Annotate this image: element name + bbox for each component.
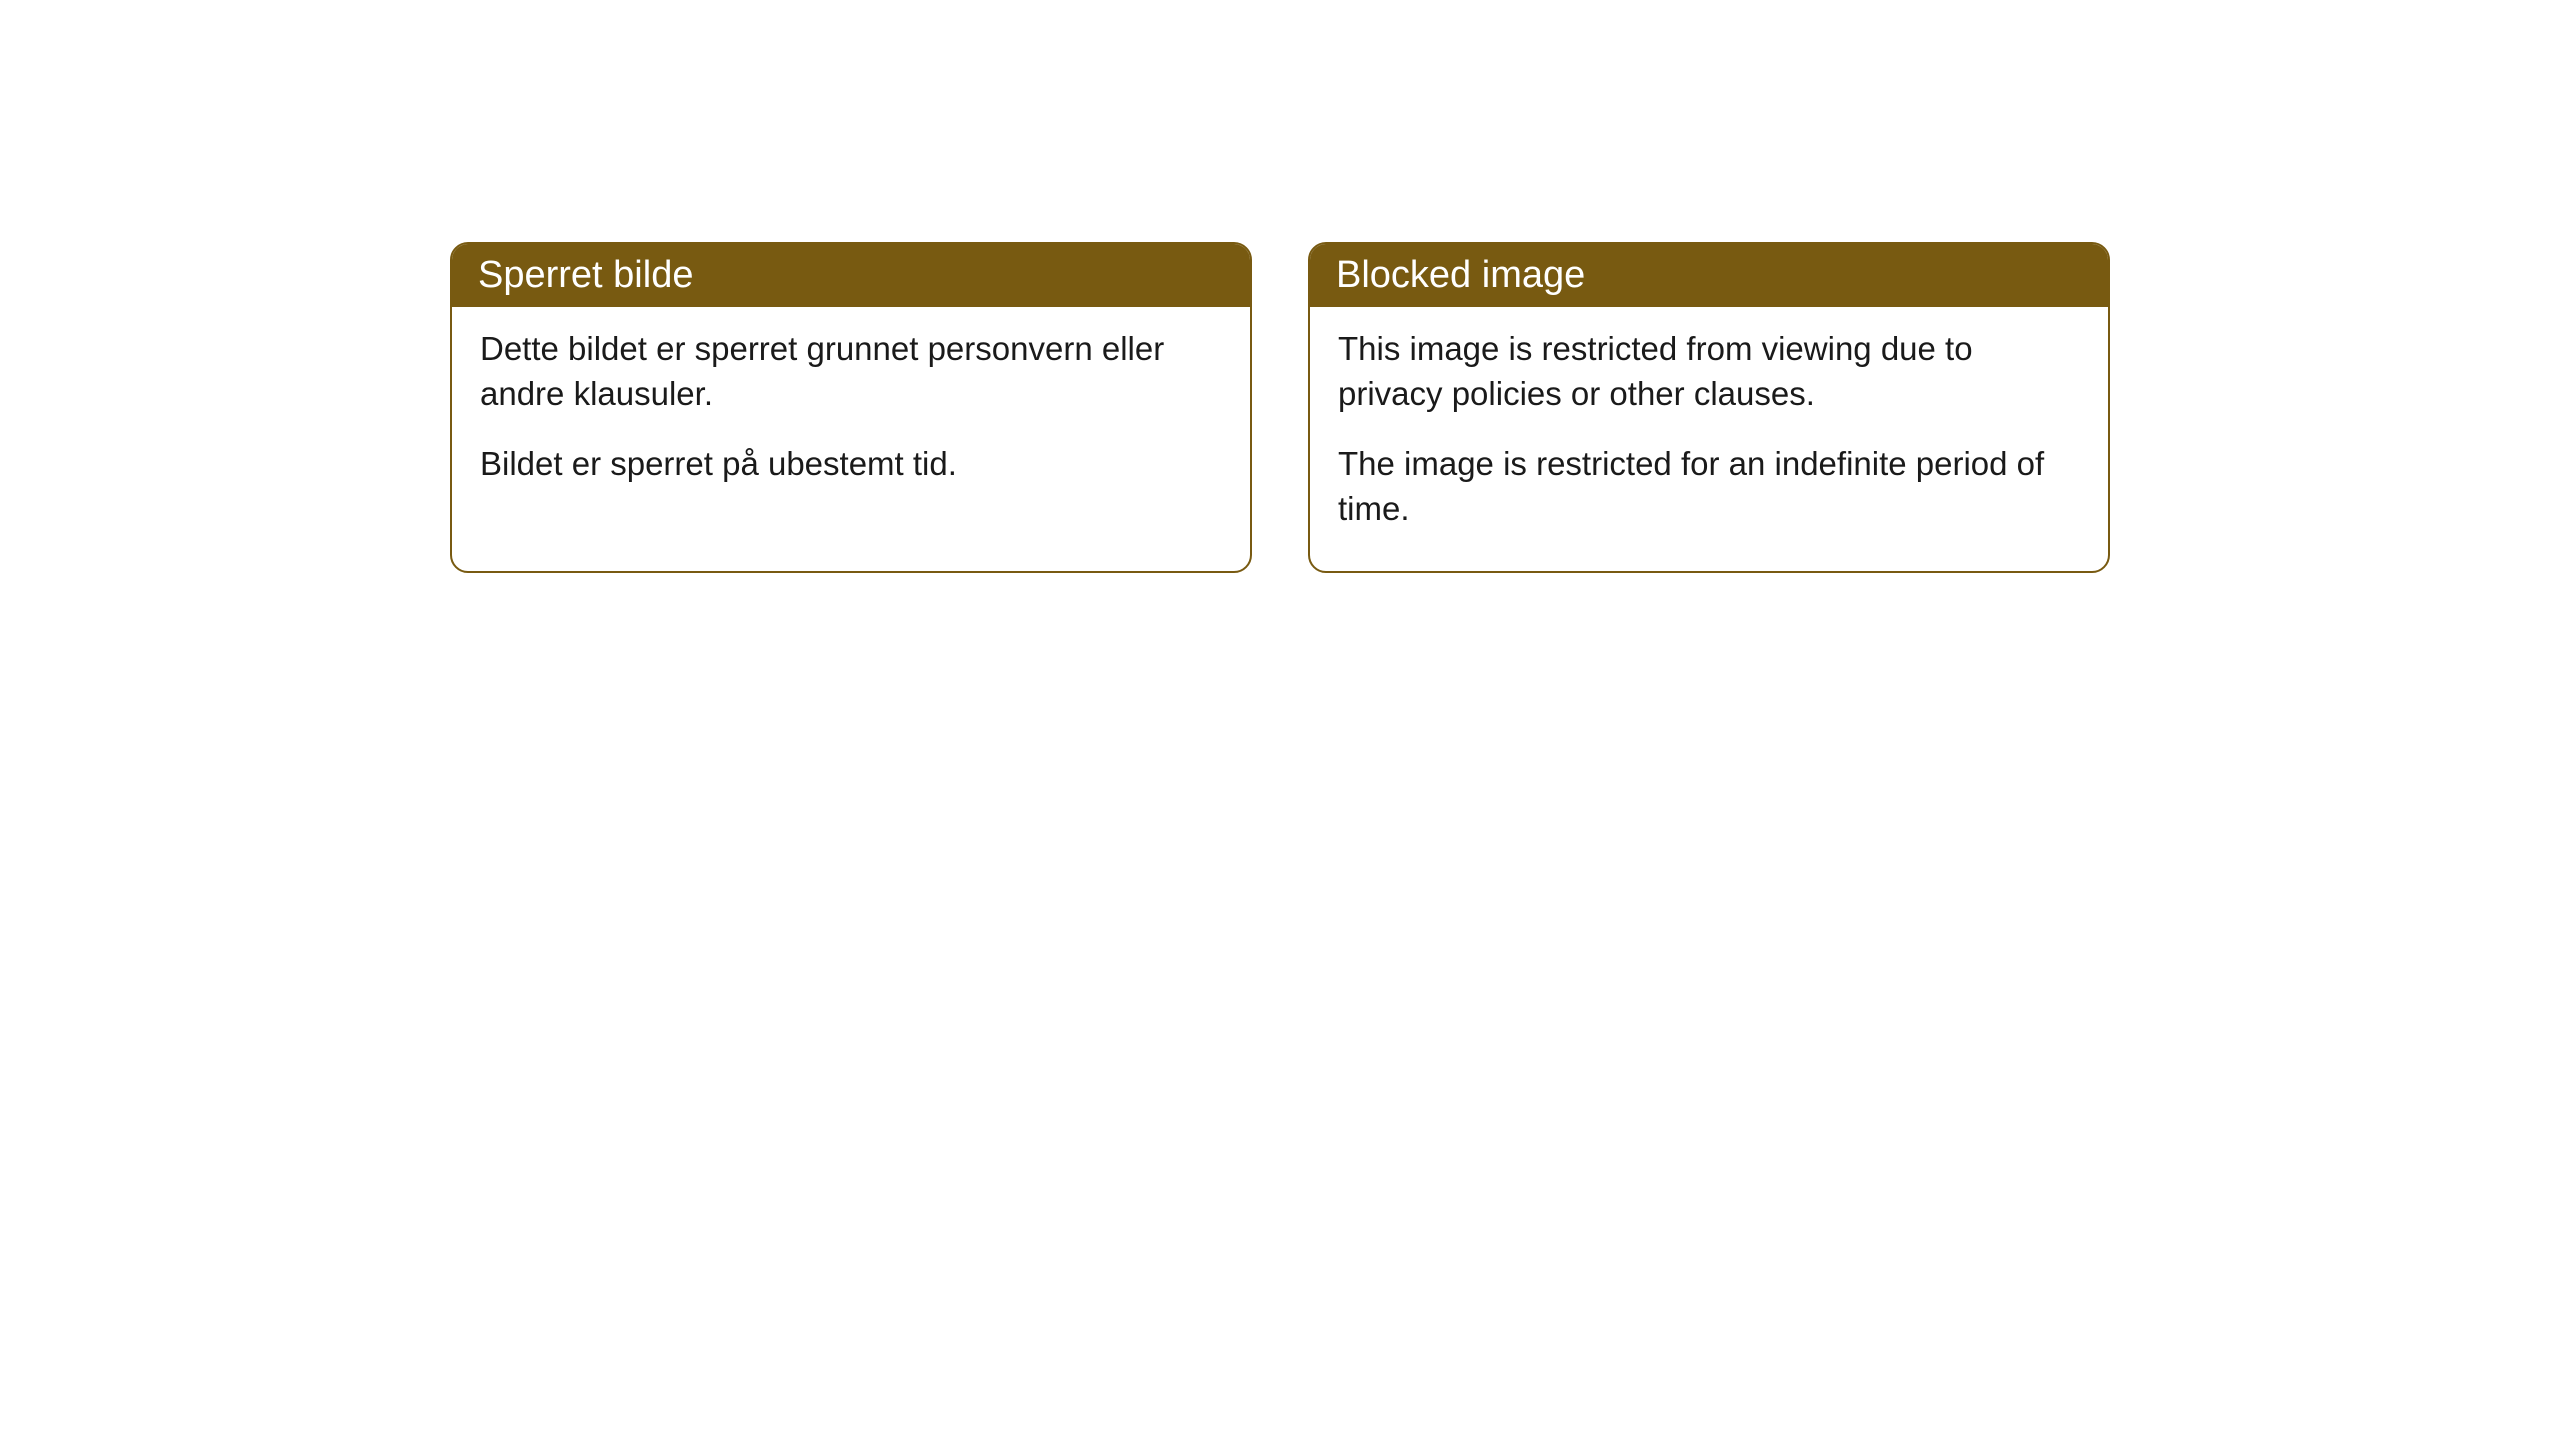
card-body-en: This image is restricted from viewing du… xyxy=(1310,307,2108,571)
notice-container: Sperret bilde Dette bildet er sperret gr… xyxy=(450,242,2110,573)
card-reason-no: Dette bildet er sperret grunnet personve… xyxy=(480,327,1222,416)
blocked-image-card-en: Blocked image This image is restricted f… xyxy=(1308,242,2110,573)
card-header-no: Sperret bilde xyxy=(452,244,1250,307)
blocked-image-card-no: Sperret bilde Dette bildet er sperret gr… xyxy=(450,242,1252,573)
card-duration-no: Bildet er sperret på ubestemt tid. xyxy=(480,442,1222,487)
card-body-no: Dette bildet er sperret grunnet personve… xyxy=(452,307,1250,527)
card-title-no: Sperret bilde xyxy=(478,254,693,296)
card-title-en: Blocked image xyxy=(1336,254,1585,296)
card-header-en: Blocked image xyxy=(1310,244,2108,307)
card-reason-en: This image is restricted from viewing du… xyxy=(1338,327,2080,416)
card-duration-en: The image is restricted for an indefinit… xyxy=(1338,442,2080,531)
